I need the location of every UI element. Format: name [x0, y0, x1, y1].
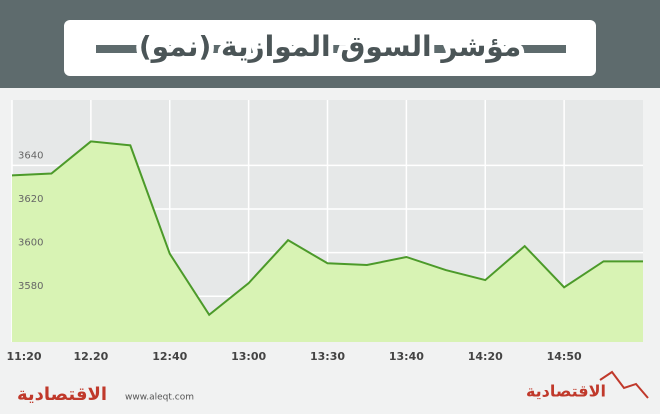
x-tick-label: 12:40	[152, 350, 187, 363]
x-tick-label: 13:30	[310, 350, 345, 363]
x-tick-label: 14:20	[468, 350, 503, 363]
x-tick-label: 14:50	[547, 350, 582, 363]
y-tick-label: 3600	[18, 238, 43, 249]
x-tick-label: 11:20	[6, 350, 41, 363]
y-tick-label: 3640	[18, 150, 43, 161]
chart-title: مؤشر السوق الموازية (نمو)	[139, 30, 521, 63]
title-bar	[96, 45, 566, 53]
x-tick-label: 12.20	[73, 350, 108, 363]
y-tick-label: 3580	[18, 281, 43, 292]
x-tick-label: 13:00	[231, 350, 266, 363]
logo-graphic	[599, 370, 649, 399]
area	[12, 141, 643, 342]
x-tick-label: 13:40	[389, 350, 424, 363]
logo-right: الاقتصادية	[526, 382, 606, 401]
y-tick-label: 3620	[18, 194, 43, 205]
url: www.aleqt.com	[125, 393, 194, 403]
line	[11, 140, 643, 317]
logo-left: الاقتصادية	[17, 384, 107, 405]
